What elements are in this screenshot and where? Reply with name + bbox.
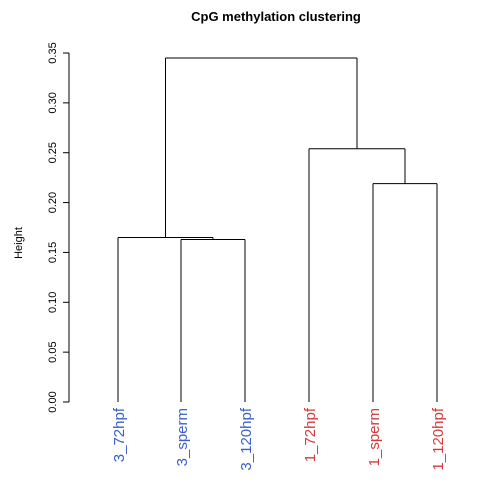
leaf-labels: 3_72hpf 3_sperm 3_120hpf 1_72hpf 1_sperm 1_12… — [111, 407, 447, 470]
y-tick-label: 0.00 — [47, 391, 59, 412]
dendrogram-links — [117, 57, 438, 402]
y-tick-label: 0.10 — [47, 292, 59, 313]
chart-title: CpG methylation clustering — [191, 9, 361, 24]
y-tick-label: 0.20 — [47, 192, 59, 213]
leaf-label: 1_72hpf — [302, 407, 319, 462]
y-tick-label: 0.35 — [47, 42, 59, 63]
leaf-label: 3_72hpf — [111, 407, 128, 462]
y-tick-label: 0.25 — [47, 142, 59, 163]
y-tick-label: 0.05 — [47, 341, 59, 362]
y-tick-label: 0.15 — [47, 242, 59, 263]
y-axis: 0.00 0.05 0.10 0.15 0.20 0.25 0.30 0.35 — [47, 42, 70, 413]
leaf-label: 1_sperm — [366, 408, 383, 466]
leaf-label: 3_120hpf — [238, 407, 255, 470]
leaf-label: 1_120hpf — [430, 407, 447, 470]
leaf-label: 3_sperm — [174, 408, 191, 466]
y-axis-label: Height — [13, 227, 25, 259]
y-tick-label: 0.30 — [47, 92, 59, 113]
